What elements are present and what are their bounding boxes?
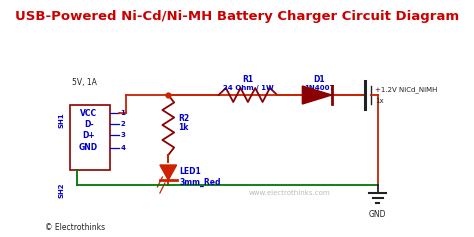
Text: 3mm_Red: 3mm_Red — [179, 178, 221, 187]
Text: D+: D+ — [82, 131, 95, 140]
Text: D1: D1 — [313, 76, 325, 85]
Polygon shape — [302, 86, 332, 104]
Text: SH2: SH2 — [59, 182, 65, 198]
Polygon shape — [160, 165, 177, 180]
Text: 4: 4 — [120, 145, 126, 151]
Text: USB-Powered Ni-Cd/Ni-MH Battery Charger Circuit Diagram: USB-Powered Ni-Cd/Ni-MH Battery Charger … — [15, 10, 459, 23]
Text: 1k: 1k — [178, 123, 189, 132]
Text: 3: 3 — [120, 132, 126, 138]
Text: R2: R2 — [178, 114, 190, 123]
Text: 24 Ohm / 1W: 24 Ohm / 1W — [222, 85, 273, 91]
Text: 1: 1 — [120, 110, 126, 116]
Text: 1N4007: 1N4007 — [304, 85, 334, 91]
Text: www.electrothinks.com: www.electrothinks.com — [249, 190, 330, 196]
Text: 1x: 1x — [375, 98, 384, 104]
Text: SH1: SH1 — [59, 112, 65, 128]
FancyBboxPatch shape — [70, 105, 110, 170]
Text: GND: GND — [369, 210, 386, 219]
Text: R1: R1 — [242, 76, 254, 85]
Text: GND: GND — [79, 143, 98, 152]
Text: +1.2V NiCd_NiMH: +1.2V NiCd_NiMH — [375, 87, 438, 93]
Text: 2: 2 — [120, 121, 125, 127]
Text: D-: D- — [84, 119, 93, 128]
Text: © Electrothinks: © Electrothinks — [45, 223, 105, 232]
Text: 5V, 1A: 5V, 1A — [72, 78, 97, 87]
Text: LED1: LED1 — [179, 168, 201, 177]
Text: VCC: VCC — [80, 109, 97, 118]
